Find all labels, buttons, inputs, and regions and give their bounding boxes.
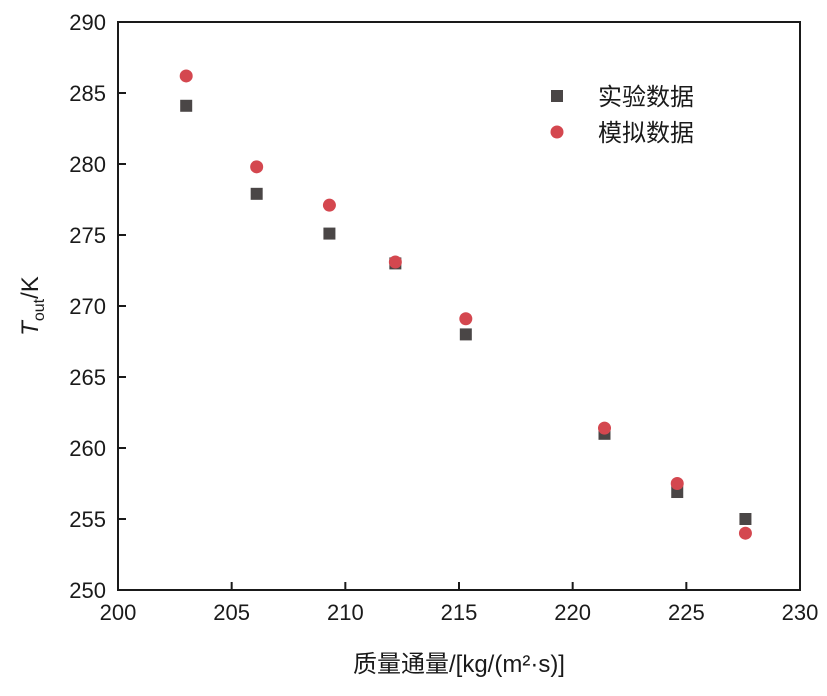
y-axis-symbol: T (17, 319, 44, 336)
x-tick-label: 215 (441, 600, 478, 625)
experiment-data-point (739, 513, 752, 525)
simulation-data-point (670, 477, 684, 490)
experiment-data-point (180, 99, 193, 112)
simulation-data-point (459, 312, 473, 326)
x-tick-label: 220 (554, 600, 591, 625)
legend-label: 模拟数据 (598, 120, 694, 147)
y-tick-label: 250 (69, 578, 106, 603)
x-tick-label: 200 (100, 600, 137, 625)
y-axis-unit: /K (17, 276, 44, 299)
experiment-data-point (250, 187, 263, 200)
y-tick-label: 275 (69, 223, 106, 248)
legend-label: 实验数据 (598, 84, 694, 111)
x-tick-label: 225 (668, 600, 705, 625)
y-tick-label: 285 (69, 81, 106, 106)
y-tick-label: 255 (69, 507, 106, 532)
y-tick-label: 265 (69, 365, 106, 390)
x-tick-label: 205 (213, 600, 250, 625)
x-tick-label: 230 (782, 600, 819, 625)
y-tick-label: 260 (69, 436, 106, 461)
simulation-data-point (597, 421, 611, 435)
x-axis-title: 质量通量/[kg/(m²·s)] (353, 651, 565, 678)
y-axis-title: Tout/K (17, 276, 48, 336)
plot-frame (117, 21, 801, 591)
legend-circle-marker (550, 125, 564, 139)
y-tick-label: 290 (69, 10, 106, 35)
data-points (179, 69, 752, 540)
experiment-data-point (323, 227, 336, 240)
x-tick-label: 210 (327, 600, 364, 625)
simulation-data-point (322, 198, 336, 212)
simulation-data-point (388, 255, 402, 269)
y-tick-label: 280 (69, 152, 106, 177)
axis-ticks: 200 205 210 215 220 225 230 250 255 260 265 270 275 2… (69, 10, 818, 625)
y-tick-label: 270 (69, 294, 106, 319)
legend-square-marker (551, 90, 563, 102)
simulation-data-point (179, 69, 193, 83)
y-axis-subscript: out (31, 298, 48, 321)
experiment-data-point (459, 328, 472, 341)
simulation-data-point (250, 160, 264, 174)
simulation-data-point (738, 526, 752, 540)
